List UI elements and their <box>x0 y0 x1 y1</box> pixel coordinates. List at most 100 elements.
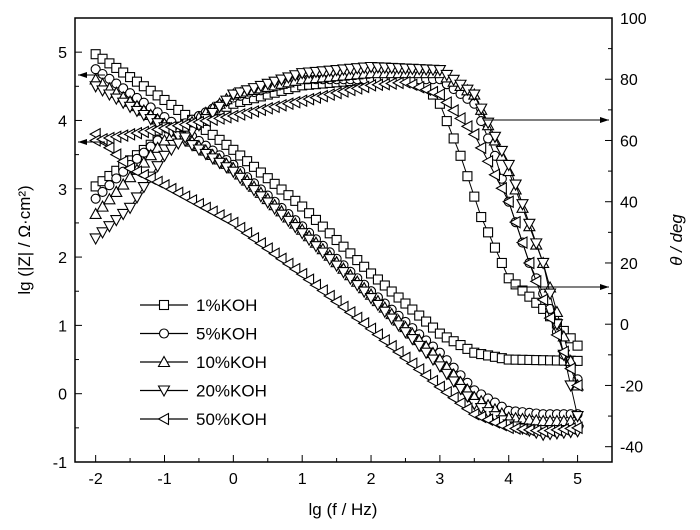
axis-arrows <box>78 72 609 290</box>
data-point <box>206 205 218 219</box>
data-point <box>378 333 390 347</box>
data-point <box>247 185 261 197</box>
data-point <box>96 227 109 239</box>
y2-tick-label: 100 <box>620 11 647 28</box>
data-point <box>219 212 232 226</box>
data-point <box>345 248 356 259</box>
legend-label: 1%KOH <box>196 296 257 315</box>
data-point <box>371 299 385 312</box>
data-point <box>516 199 529 211</box>
data-point <box>89 207 103 220</box>
data-point <box>288 221 302 234</box>
data-point <box>97 186 108 197</box>
data-point <box>288 262 301 276</box>
data-point <box>447 376 461 389</box>
data-point <box>330 260 344 273</box>
data-point <box>235 150 246 161</box>
data-point <box>123 202 137 215</box>
data-point <box>281 72 295 85</box>
data-point <box>109 148 122 162</box>
data-point <box>488 168 501 182</box>
data-point <box>255 167 266 178</box>
y2-tick-label: 20 <box>620 256 638 273</box>
y2-tick-label: 40 <box>620 195 638 212</box>
legend-label: 50%KOH <box>196 410 267 429</box>
data-point <box>213 101 227 114</box>
data-point <box>359 261 370 272</box>
data-point <box>400 298 411 309</box>
data-point <box>414 310 425 321</box>
data-point <box>323 289 335 303</box>
data-point <box>460 119 473 133</box>
data-point <box>158 150 171 163</box>
x-tick-label: 2 <box>367 471 376 488</box>
data-point <box>297 201 308 212</box>
data-point <box>564 362 576 376</box>
legend-marker <box>157 355 171 368</box>
data-point <box>130 192 144 205</box>
data-point <box>151 141 165 153</box>
data-point <box>116 155 129 168</box>
data-point <box>102 192 116 205</box>
data-point <box>192 197 204 211</box>
legend-label: 5%KOH <box>196 325 257 344</box>
data-point <box>570 379 583 392</box>
y-tick-label: 0 <box>58 387 67 404</box>
data-point <box>262 173 273 184</box>
data-point <box>233 87 247 100</box>
data-point <box>447 391 459 405</box>
data-point <box>157 178 170 192</box>
data-point <box>350 311 363 325</box>
y-tick-label: 4 <box>58 113 67 130</box>
data-point <box>164 182 177 196</box>
data-point <box>364 293 378 305</box>
data-point <box>529 238 543 251</box>
legend-marker <box>157 385 171 398</box>
data-point <box>453 112 466 125</box>
x-tick-label: 3 <box>435 471 444 488</box>
y-tick-label: 2 <box>58 250 67 267</box>
data-point <box>164 144 178 157</box>
data-point <box>116 208 130 221</box>
phase-arrow-head <box>600 117 609 123</box>
data-point <box>206 107 220 120</box>
data-point <box>481 117 495 130</box>
data-point <box>226 89 240 102</box>
y2-tick-label: -40 <box>620 440 643 457</box>
y-tick-label: 3 <box>58 182 67 199</box>
data-point <box>248 161 260 172</box>
data-point <box>171 138 185 151</box>
data-point <box>89 233 103 246</box>
data-point <box>104 180 115 191</box>
data-point <box>543 311 556 325</box>
x-tick-label: -2 <box>89 471 103 488</box>
data-point <box>302 273 315 287</box>
data-point <box>399 327 412 339</box>
data-point <box>412 340 426 353</box>
data-point <box>247 231 260 245</box>
data-point <box>137 155 151 168</box>
data-point <box>405 333 419 346</box>
data-point <box>276 184 287 195</box>
data-point <box>337 267 350 279</box>
data-point <box>329 295 342 308</box>
y-tick-label: 1 <box>58 318 67 335</box>
data-point <box>310 214 322 225</box>
data-point <box>433 380 445 394</box>
series-50%KOH-modulus <box>89 127 583 438</box>
data-point <box>454 383 467 396</box>
data-point <box>118 166 129 177</box>
data-point <box>123 170 137 183</box>
legend-marker <box>158 299 170 311</box>
data-point <box>391 345 404 359</box>
data-point <box>233 172 247 185</box>
data-point <box>393 292 404 303</box>
y2-tick-label: 0 <box>620 317 629 334</box>
data-point <box>502 159 516 172</box>
data-point <box>226 166 240 179</box>
x-tick-label: 1 <box>298 471 307 488</box>
data-point <box>226 216 239 230</box>
data-point <box>440 368 454 381</box>
data-point <box>398 351 411 365</box>
